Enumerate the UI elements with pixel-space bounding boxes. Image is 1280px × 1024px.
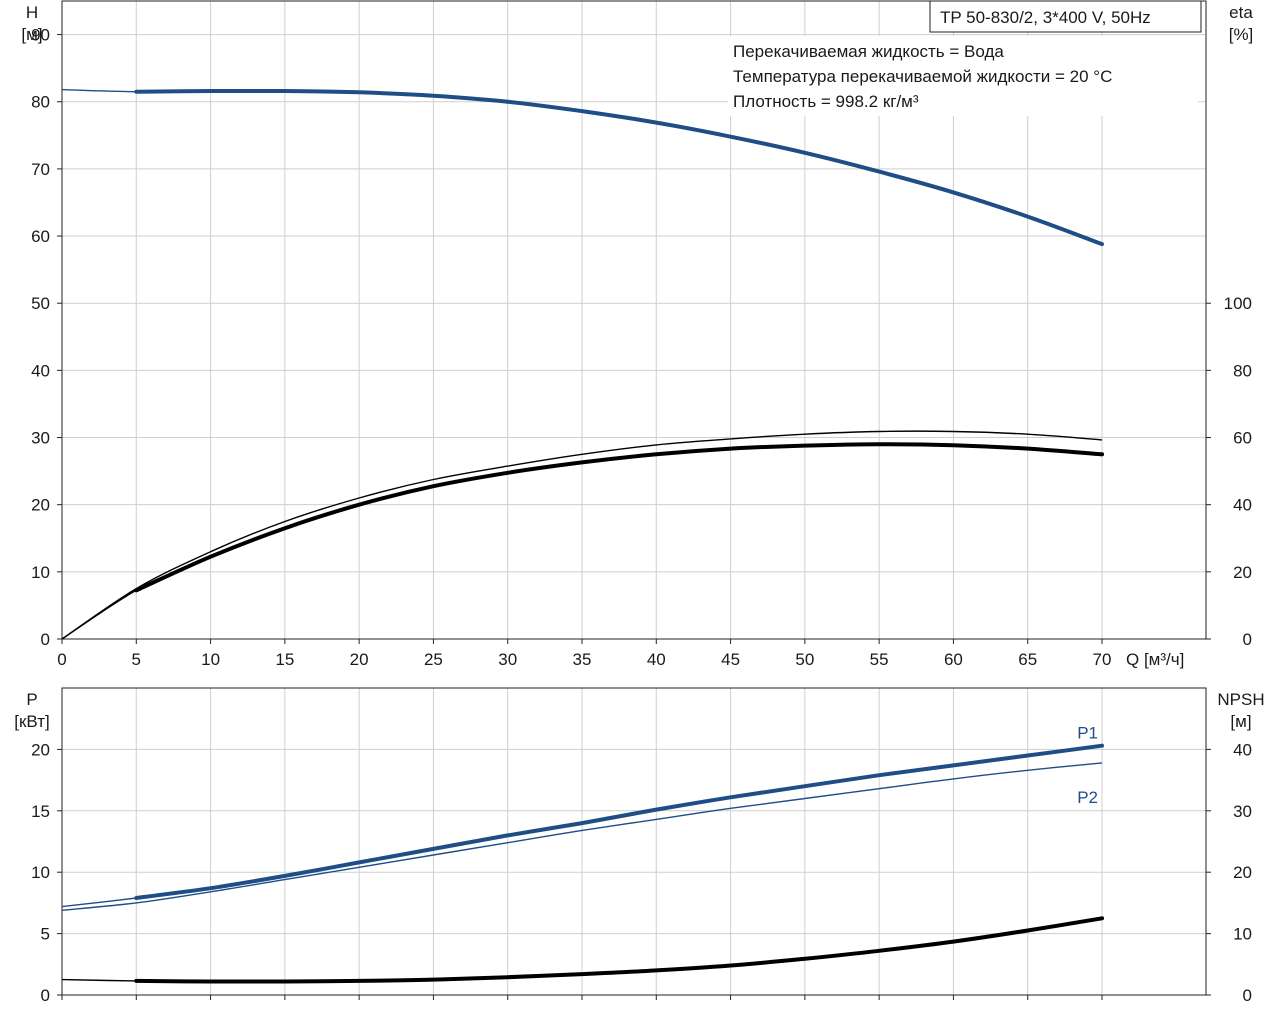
fluid-line-1: Перекачиваемая жидкость = Вода <box>733 42 1004 61</box>
right-axis-ticks: 0 10 20 30 40 <box>1206 740 1252 1005</box>
series-line-p1: P1 <box>61 724 1104 908</box>
right-tick-label: 20 <box>1233 563 1252 582</box>
x-tick-label: 20 <box>350 650 369 669</box>
left-tick-label: 80 <box>31 93 50 112</box>
right-axis-title: eta <box>1229 3 1253 22</box>
right-axis-unit: [%] <box>1229 25 1254 44</box>
left-axis-ticks: 0 5 10 15 20 <box>31 740 62 1005</box>
x-axis-ticks: 0 5 10 15 20 25 30 35 40 45 50 55 60 65 70 <box>57 639 1111 669</box>
left-axis-unit: [м] <box>21 25 42 44</box>
x-axis-ticks <box>61 995 1103 1000</box>
left-tick-label: 10 <box>31 863 50 882</box>
x-tick-label: 40 <box>647 650 666 669</box>
right-tick-label: 30 <box>1233 802 1252 821</box>
x-tick-label: 25 <box>424 650 443 669</box>
right-tick-label: 20 <box>1233 863 1252 882</box>
series-thin-line <box>61 762 1103 911</box>
left-tick-label: 60 <box>31 227 50 246</box>
right-tick-label: 0 <box>1243 630 1252 649</box>
series-thick-line <box>134 916 1104 984</box>
right-axis-ticks: 0 20 40 60 80 100 <box>1206 294 1252 649</box>
right-axis-title: NPSH <box>1217 690 1264 709</box>
series-label: P2 <box>1077 788 1098 807</box>
left-tick-label: 0 <box>41 630 50 649</box>
title-box: TP 50-830/2, 3*400 V, 50Hz <box>929 0 1202 33</box>
right-tick-label: 40 <box>1233 740 1252 759</box>
x-tick-label: 35 <box>573 650 592 669</box>
fluid-line-2: Температура перекачиваемой жидкости = 20… <box>733 67 1112 86</box>
x-axis-label: Q [м³/ч] <box>1126 650 1184 669</box>
left-axis-ticks: 0 10 20 30 40 50 60 70 80 90 <box>31 26 62 649</box>
x-tick-label: 45 <box>721 650 740 669</box>
left-tick-label: 30 <box>31 429 50 448</box>
left-tick-label: 20 <box>31 740 50 759</box>
left-axis-title: P <box>26 690 37 709</box>
x-tick-label: 60 <box>944 650 963 669</box>
series-thick-line <box>134 88 1104 247</box>
power-npsh-panel: 0 5 10 15 20 0 10 20 30 40 P [кВт] NPSH [м] P1 P2 <box>14 687 1265 1005</box>
left-tick-label: 50 <box>31 294 50 313</box>
series-thin-line <box>61 430 1103 640</box>
left-tick-label: 15 <box>31 802 50 821</box>
x-tick-label: 55 <box>870 650 889 669</box>
series-line <box>61 916 1104 984</box>
series-thick-line <box>134 743 1104 900</box>
x-tick-label: 65 <box>1018 650 1037 669</box>
x-tick-label: 70 <box>1093 650 1112 669</box>
series-label: P1 <box>1077 724 1098 743</box>
left-axis-title: H <box>26 3 38 22</box>
left-tick-label: 70 <box>31 160 50 179</box>
x-tick-label: 5 <box>132 650 141 669</box>
series-line <box>61 442 1104 640</box>
left-tick-label: 0 <box>41 986 50 1005</box>
series-line-p2: P2 <box>61 762 1103 911</box>
left-tick-label: 5 <box>41 925 50 944</box>
fluid-info: Перекачиваемая жидкость = Вода Температу… <box>728 36 1198 116</box>
series-line <box>61 88 1104 247</box>
right-tick-label: 80 <box>1233 361 1252 380</box>
right-tick-label: 100 <box>1224 294 1252 313</box>
plot-frame <box>61 687 1207 996</box>
plot-frame <box>61 0 1207 640</box>
x-tick-label: 50 <box>795 650 814 669</box>
right-tick-label: 60 <box>1233 429 1252 448</box>
left-tick-label: 10 <box>31 563 50 582</box>
right-tick-label: 0 <box>1243 986 1252 1005</box>
left-axis-unit: [кВт] <box>14 712 49 731</box>
x-tick-label: 0 <box>57 650 66 669</box>
fluid-line-3: Плотность = 998.2 кг/м³ <box>733 92 919 111</box>
x-tick-label: 10 <box>201 650 220 669</box>
right-tick-label: 40 <box>1233 496 1252 515</box>
right-tick-label: 10 <box>1233 925 1252 944</box>
left-tick-label: 40 <box>31 361 50 380</box>
pump-title: TP 50-830/2, 3*400 V, 50Hz <box>940 8 1151 27</box>
series-thick-line <box>134 442 1104 593</box>
left-tick-label: 20 <box>31 496 50 515</box>
left-tick-label: 90 <box>31 26 50 45</box>
grid-lines <box>62 688 1206 995</box>
x-tick-label: 15 <box>275 650 294 669</box>
x-tick-label: 30 <box>498 650 517 669</box>
right-axis-unit: [м] <box>1230 712 1251 731</box>
